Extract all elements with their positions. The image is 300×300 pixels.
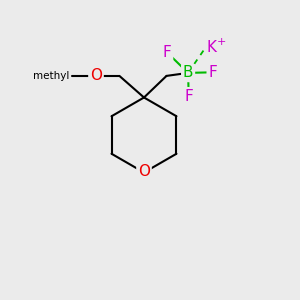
Text: +: + [217,37,226,47]
Text: F: F [163,45,172,60]
Text: F: F [184,89,193,104]
Text: K: K [206,40,216,55]
Text: B: B [183,65,194,80]
Text: O: O [90,68,102,83]
Text: F: F [208,65,217,80]
Text: O: O [138,164,150,179]
Text: methyl: methyl [33,71,70,81]
